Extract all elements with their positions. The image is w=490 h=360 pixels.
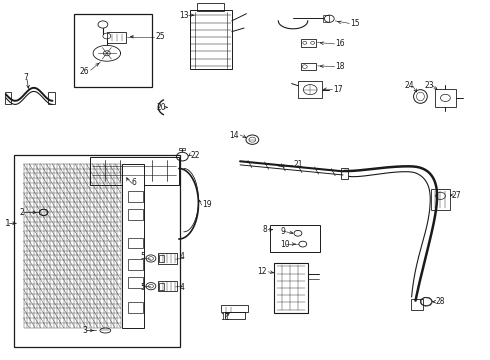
Text: 8: 8: [262, 225, 267, 234]
Text: 4: 4: [179, 284, 184, 292]
Bar: [90, 157, 179, 185]
Bar: [128, 191, 143, 202]
Text: 18: 18: [336, 62, 345, 71]
Text: 16: 16: [336, 40, 345, 49]
Text: 24: 24: [404, 81, 414, 90]
Text: 19: 19: [202, 200, 212, 209]
Bar: [158, 281, 177, 291]
Text: 13: 13: [179, 10, 189, 19]
Bar: [128, 302, 143, 313]
Text: 7: 7: [24, 73, 28, 82]
Bar: [270, 225, 320, 252]
Text: 27: 27: [452, 191, 462, 199]
Bar: [48, 92, 55, 104]
Bar: [301, 63, 316, 70]
Bar: [411, 299, 423, 310]
Bar: [179, 148, 185, 150]
Bar: [274, 263, 308, 313]
Text: 22: 22: [190, 151, 199, 160]
Bar: [158, 253, 177, 264]
Bar: [107, 32, 126, 43]
Bar: [435, 89, 456, 107]
Text: 11: 11: [220, 313, 230, 322]
Bar: [159, 283, 164, 290]
Text: 12: 12: [258, 267, 267, 276]
Bar: [225, 312, 245, 319]
Text: 23: 23: [424, 81, 434, 90]
Text: 28: 28: [435, 297, 444, 306]
Bar: [74, 14, 152, 87]
Text: 6: 6: [131, 178, 136, 187]
Text: 25: 25: [156, 32, 166, 41]
Text: 1: 1: [5, 219, 11, 228]
Text: 15: 15: [350, 19, 360, 28]
Bar: [128, 209, 143, 220]
Bar: [14, 155, 180, 347]
Bar: [5, 92, 11, 104]
Bar: [341, 168, 348, 179]
Text: 26: 26: [80, 67, 90, 76]
Bar: [197, 3, 224, 11]
Bar: [128, 277, 143, 288]
Bar: [128, 259, 143, 270]
Text: 3: 3: [82, 326, 87, 335]
Text: 4: 4: [179, 252, 184, 261]
Text: 5: 5: [140, 252, 145, 261]
Bar: [159, 255, 164, 262]
Text: 5: 5: [140, 284, 145, 292]
Text: 10: 10: [280, 240, 290, 248]
Text: 21: 21: [293, 161, 302, 169]
Bar: [431, 189, 450, 210]
Bar: [122, 164, 144, 328]
Bar: [128, 238, 143, 248]
Text: 20: 20: [157, 103, 167, 112]
Bar: [298, 81, 322, 98]
Text: 17: 17: [333, 85, 343, 94]
Text: 9: 9: [280, 227, 285, 236]
Text: 14: 14: [229, 130, 239, 139]
Bar: [190, 10, 232, 69]
Bar: [301, 39, 316, 47]
Text: 2: 2: [20, 208, 25, 217]
Bar: [221, 305, 248, 312]
Bar: [323, 15, 329, 22]
